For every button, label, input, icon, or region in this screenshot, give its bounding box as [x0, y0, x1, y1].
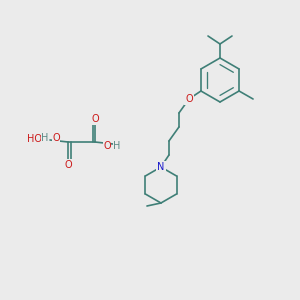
- Text: HO: HO: [27, 134, 42, 144]
- Text: O: O: [185, 94, 193, 104]
- Text: O: O: [64, 160, 72, 170]
- Text: O: O: [103, 141, 111, 151]
- Text: H: H: [41, 133, 49, 143]
- Text: O: O: [52, 133, 60, 143]
- Text: H: H: [113, 141, 121, 151]
- Text: O: O: [91, 114, 99, 124]
- Text: N: N: [157, 162, 165, 172]
